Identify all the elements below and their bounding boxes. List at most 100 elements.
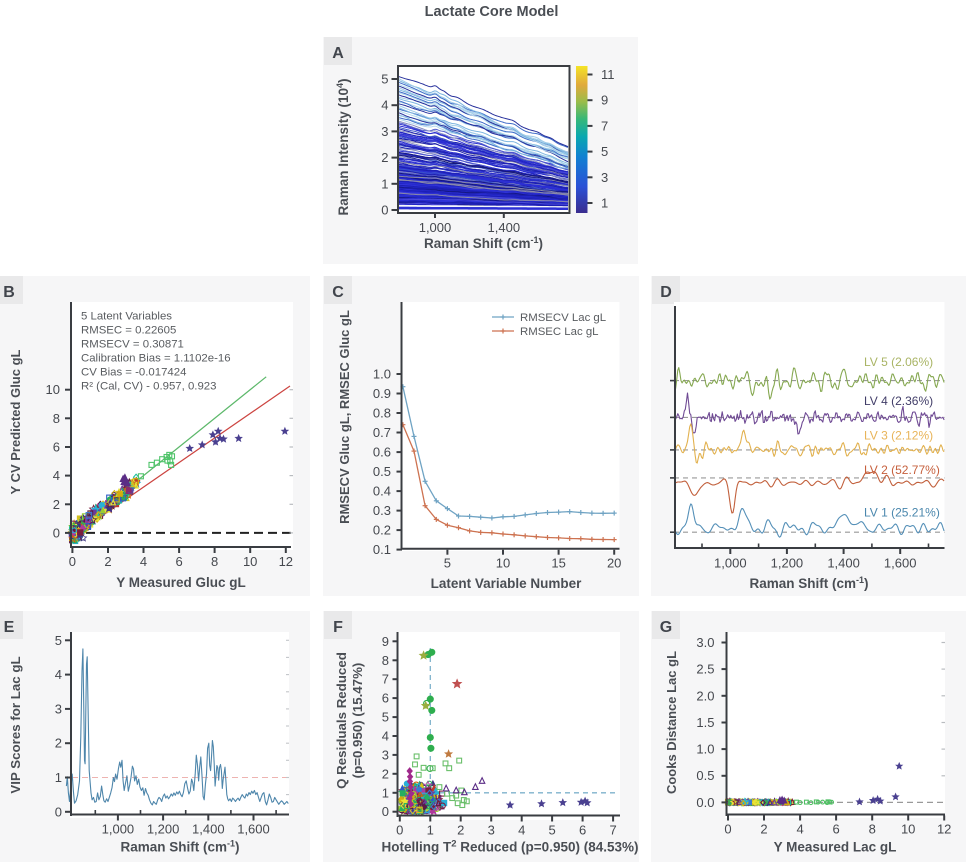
svg-text:LV 4 (2.36%): LV 4 (2.36%): [864, 394, 933, 408]
svg-text:2: 2: [382, 766, 389, 781]
svg-text:1,400: 1,400: [192, 822, 225, 837]
svg-text:Raman Shift (cm-1): Raman Shift (cm-1): [424, 235, 543, 251]
svg-text:Raman Intensity (104): Raman Intensity (104): [335, 78, 351, 215]
svg-text:0.3: 0.3: [373, 503, 391, 518]
svg-text:C: C: [332, 284, 344, 301]
svg-text:VIP Scores for Lac gL: VIP Scores for Lac gL: [8, 656, 23, 793]
svg-text:8: 8: [382, 653, 389, 668]
svg-text:7: 7: [609, 823, 616, 838]
svg-text:Y Measured Gluc gL: Y Measured Gluc gL: [116, 575, 246, 590]
svg-text:1: 1: [381, 176, 388, 191]
svg-text:LV 3 (2.12%): LV 3 (2.12%): [864, 429, 933, 443]
svg-text:Latent Variable Number: Latent Variable Number: [431, 576, 583, 591]
svg-text:1.0: 1.0: [696, 742, 714, 757]
svg-text:8: 8: [869, 822, 876, 837]
svg-text:0.5: 0.5: [373, 464, 391, 479]
svg-text:3: 3: [601, 170, 608, 185]
svg-text:1: 1: [601, 196, 608, 211]
svg-text:6: 6: [382, 691, 389, 706]
svg-text:2: 2: [104, 554, 111, 569]
svg-text:2.5: 2.5: [696, 662, 714, 677]
svg-text:RMSEC Lac gL: RMSEC Lac gL: [520, 326, 599, 338]
svg-text:1,600: 1,600: [884, 556, 917, 571]
svg-text:10: 10: [46, 382, 60, 397]
svg-text:1,000: 1,000: [419, 220, 452, 235]
svg-text:E: E: [4, 619, 15, 636]
svg-text:1: 1: [55, 770, 62, 785]
svg-text:2: 2: [55, 736, 62, 751]
svg-text:5: 5: [55, 633, 62, 648]
svg-text:11: 11: [601, 67, 615, 82]
svg-text:10: 10: [496, 556, 510, 571]
svg-text:1,000: 1,000: [102, 822, 135, 837]
svg-text:1,400: 1,400: [827, 556, 860, 571]
svg-text:1,200: 1,200: [771, 556, 804, 571]
svg-text:1,400: 1,400: [488, 220, 521, 235]
svg-text:RMSECV Lac gL: RMSECV Lac gL: [520, 312, 606, 324]
svg-text:0.7: 0.7: [373, 425, 391, 440]
svg-text:9: 9: [601, 93, 608, 108]
svg-text:RMSECV = 0.30871: RMSECV = 0.30871: [81, 339, 184, 351]
svg-text:Y Measured Lac gL: Y Measured Lac gL: [774, 840, 897, 855]
svg-text:0.0: 0.0: [696, 795, 714, 810]
svg-text:4: 4: [140, 554, 147, 569]
svg-text:4: 4: [518, 823, 525, 838]
svg-text:4: 4: [381, 98, 388, 113]
svg-text:0.8: 0.8: [373, 406, 391, 421]
svg-text:4: 4: [55, 667, 62, 682]
svg-text:0.9: 0.9: [373, 386, 391, 401]
svg-text:4: 4: [382, 729, 389, 744]
svg-text:Raman Shift (cm-1): Raman Shift (cm-1): [749, 575, 868, 591]
svg-text:6: 6: [832, 822, 839, 837]
svg-text:5 Latent Variables: 5 Latent Variables: [81, 311, 172, 323]
svg-text:20: 20: [607, 556, 621, 571]
svg-text:R² (Cal, CV) - 0.957, 0.923: R² (Cal, CV) - 0.957, 0.923: [81, 381, 216, 393]
svg-text:0: 0: [396, 823, 403, 838]
svg-text:RMSECV Gluc gL, RMSEC Gluc gL: RMSECV Gluc gL, RMSEC Gluc gL: [337, 310, 352, 524]
svg-text:0.1: 0.1: [373, 542, 391, 557]
svg-text:4: 4: [53, 468, 60, 483]
svg-text:Cooks Distance Lac gL: Cooks Distance Lac gL: [664, 651, 679, 794]
svg-text:0.2: 0.2: [373, 523, 391, 538]
svg-text:1.0: 1.0: [373, 367, 391, 382]
svg-text:LV 2 (52.77%): LV 2 (52.77%): [864, 463, 940, 477]
svg-text:Calibration Bias = 1.1102e-16: Calibration Bias = 1.1102e-16: [81, 353, 231, 365]
svg-text:15: 15: [551, 556, 565, 571]
svg-text:0: 0: [53, 525, 60, 540]
svg-text:3: 3: [55, 701, 62, 716]
svg-text:12: 12: [279, 554, 293, 569]
svg-text:3: 3: [382, 747, 389, 762]
svg-text:0: 0: [55, 804, 62, 819]
svg-text:5: 5: [601, 144, 608, 159]
svg-text:G: G: [660, 619, 672, 636]
svg-text:6: 6: [579, 823, 586, 838]
svg-text:6: 6: [175, 554, 182, 569]
svg-text:0: 0: [381, 203, 388, 218]
svg-text:6: 6: [53, 440, 60, 455]
svg-text:8: 8: [211, 554, 218, 569]
svg-text:5: 5: [548, 823, 555, 838]
svg-text:5: 5: [381, 72, 388, 87]
svg-text:F: F: [333, 619, 343, 636]
svg-text:1,600: 1,600: [237, 822, 270, 837]
svg-text:5: 5: [382, 710, 389, 725]
svg-text:2: 2: [381, 150, 388, 165]
svg-text:2.0: 2.0: [696, 688, 714, 703]
svg-text:0: 0: [724, 822, 731, 837]
svg-text:1: 1: [382, 785, 389, 800]
svg-text:8: 8: [53, 411, 60, 426]
svg-text:3: 3: [488, 823, 495, 838]
svg-text:D: D: [660, 284, 672, 301]
svg-text:4: 4: [796, 822, 803, 837]
svg-text:A: A: [332, 45, 344, 62]
svg-text:Lactate Core Model: Lactate Core Model: [425, 4, 559, 20]
svg-text:0.5: 0.5: [696, 768, 714, 783]
svg-text:0: 0: [382, 804, 389, 819]
svg-text:1,200: 1,200: [147, 822, 180, 837]
svg-text:9: 9: [382, 634, 389, 649]
svg-text:3: 3: [381, 124, 388, 139]
svg-text:0.6: 0.6: [373, 445, 391, 460]
svg-text:LV 1 (25.21%): LV 1 (25.21%): [864, 506, 940, 520]
svg-text:RMSEC = 0.22605: RMSEC = 0.22605: [81, 325, 176, 337]
svg-text:(p=0.950) (15.47%): (p=0.950) (15.47%): [350, 663, 365, 779]
